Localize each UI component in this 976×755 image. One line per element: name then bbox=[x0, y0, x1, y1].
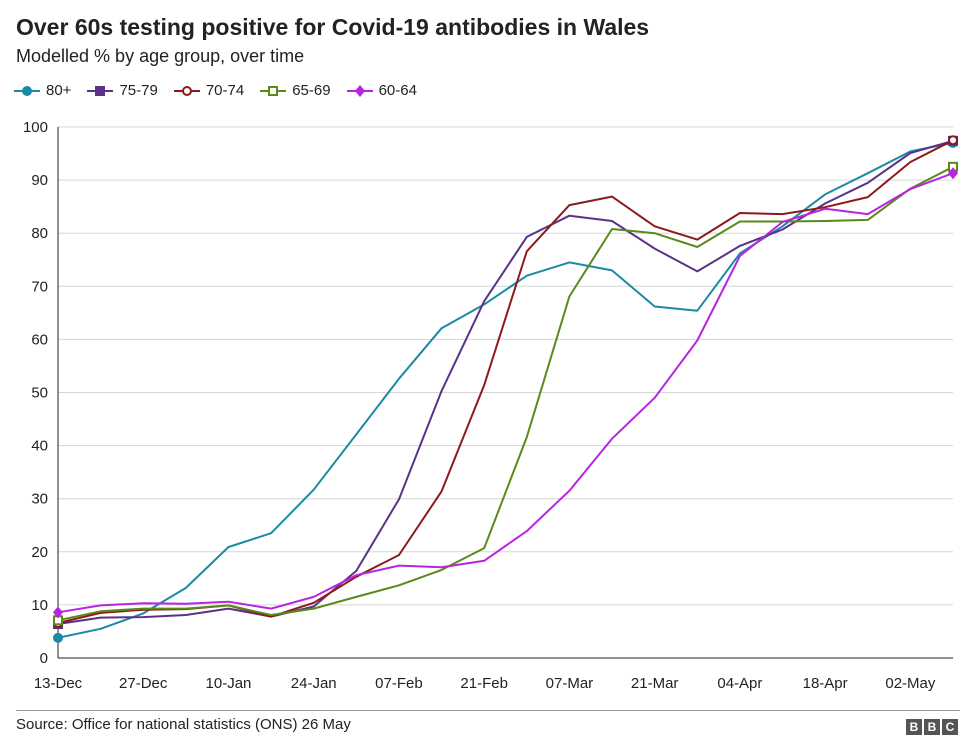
series-marker bbox=[53, 606, 63, 619]
legend-label: 80+ bbox=[46, 82, 72, 99]
y-tick-label: 0 bbox=[40, 650, 48, 667]
series-line bbox=[57, 139, 954, 624]
legend-marker bbox=[173, 85, 200, 96]
x-tick-label: 10-Jan bbox=[206, 675, 252, 692]
y-tick-label: 70 bbox=[31, 278, 48, 295]
legend-item: 70-74 bbox=[173, 82, 245, 99]
y-tick-label: 50 bbox=[31, 385, 48, 402]
x-tick-label: 13-Dec bbox=[34, 675, 83, 692]
series-marker bbox=[948, 167, 958, 180]
series-marker bbox=[181, 85, 192, 96]
x-tick-label: 07-Feb bbox=[375, 675, 423, 692]
footer-divider bbox=[16, 710, 960, 711]
x-tick-label: 21-Feb bbox=[460, 675, 508, 692]
legend-label: 65-69 bbox=[292, 82, 331, 99]
series-line bbox=[57, 165, 954, 622]
logo-letter: B bbox=[924, 719, 940, 735]
legend-item: 80+ bbox=[14, 82, 71, 99]
legend-marker bbox=[14, 85, 40, 96]
chart-subtitle: Modelled % by age group, over time bbox=[16, 46, 305, 66]
series-marker bbox=[95, 85, 106, 96]
y-tick-label: 40 bbox=[31, 438, 48, 455]
legend-label: 60-64 bbox=[378, 82, 417, 99]
legend-marker bbox=[260, 85, 287, 96]
y-tick-label: 80 bbox=[31, 225, 48, 242]
legend-item: 75-79 bbox=[87, 82, 158, 99]
y-tick-label: 30 bbox=[31, 491, 48, 508]
logo-letter: C bbox=[942, 719, 958, 735]
series-marker bbox=[22, 85, 32, 96]
legend-marker bbox=[346, 84, 373, 97]
legend-item: 60-64 bbox=[346, 82, 417, 99]
x-tick-label: 02-May bbox=[885, 675, 936, 692]
logo-letter: B bbox=[906, 719, 922, 735]
series-marker bbox=[354, 84, 365, 97]
line-chart: 0 10 20 30 40 50 60 70 80 90 100 13-Dec 27-Dec 10-Jan… bbox=[23, 119, 958, 692]
x-tick-label: 04-Apr bbox=[717, 675, 762, 692]
legend-label: 75-79 bbox=[119, 82, 158, 99]
chart-title: Over 60s testing positive for Covid-19 a… bbox=[16, 14, 650, 40]
series-line bbox=[57, 172, 954, 614]
chart-legend: 80+ 75-79 70-74 65-69 60-64 bbox=[14, 82, 433, 99]
x-tick-label: 18-Apr bbox=[803, 675, 848, 692]
legend-label: 70-74 bbox=[205, 82, 245, 99]
y-tick-label: 60 bbox=[31, 331, 48, 348]
series-marker bbox=[268, 85, 279, 96]
source-note: Source: Office for national statistics (… bbox=[16, 716, 351, 733]
series-marker bbox=[53, 632, 63, 643]
series-marker bbox=[948, 135, 958, 146]
series-line bbox=[57, 141, 954, 639]
series-line bbox=[57, 139, 954, 625]
y-tick-label: 100 bbox=[23, 119, 48, 136]
x-tick-label: 24-Jan bbox=[291, 675, 337, 692]
x-tick-label: 07-Mar bbox=[546, 675, 594, 692]
y-tick-label: 10 bbox=[31, 597, 48, 614]
x-tick-label: 27-Dec bbox=[119, 675, 168, 692]
bbc-logo: B B C bbox=[904, 719, 958, 735]
y-tick-label: 20 bbox=[31, 544, 48, 561]
legend-item: 65-69 bbox=[260, 82, 331, 99]
x-tick-label: 21-Mar bbox=[631, 675, 679, 692]
y-tick-label: 90 bbox=[31, 172, 48, 189]
legend-marker bbox=[87, 85, 114, 96]
